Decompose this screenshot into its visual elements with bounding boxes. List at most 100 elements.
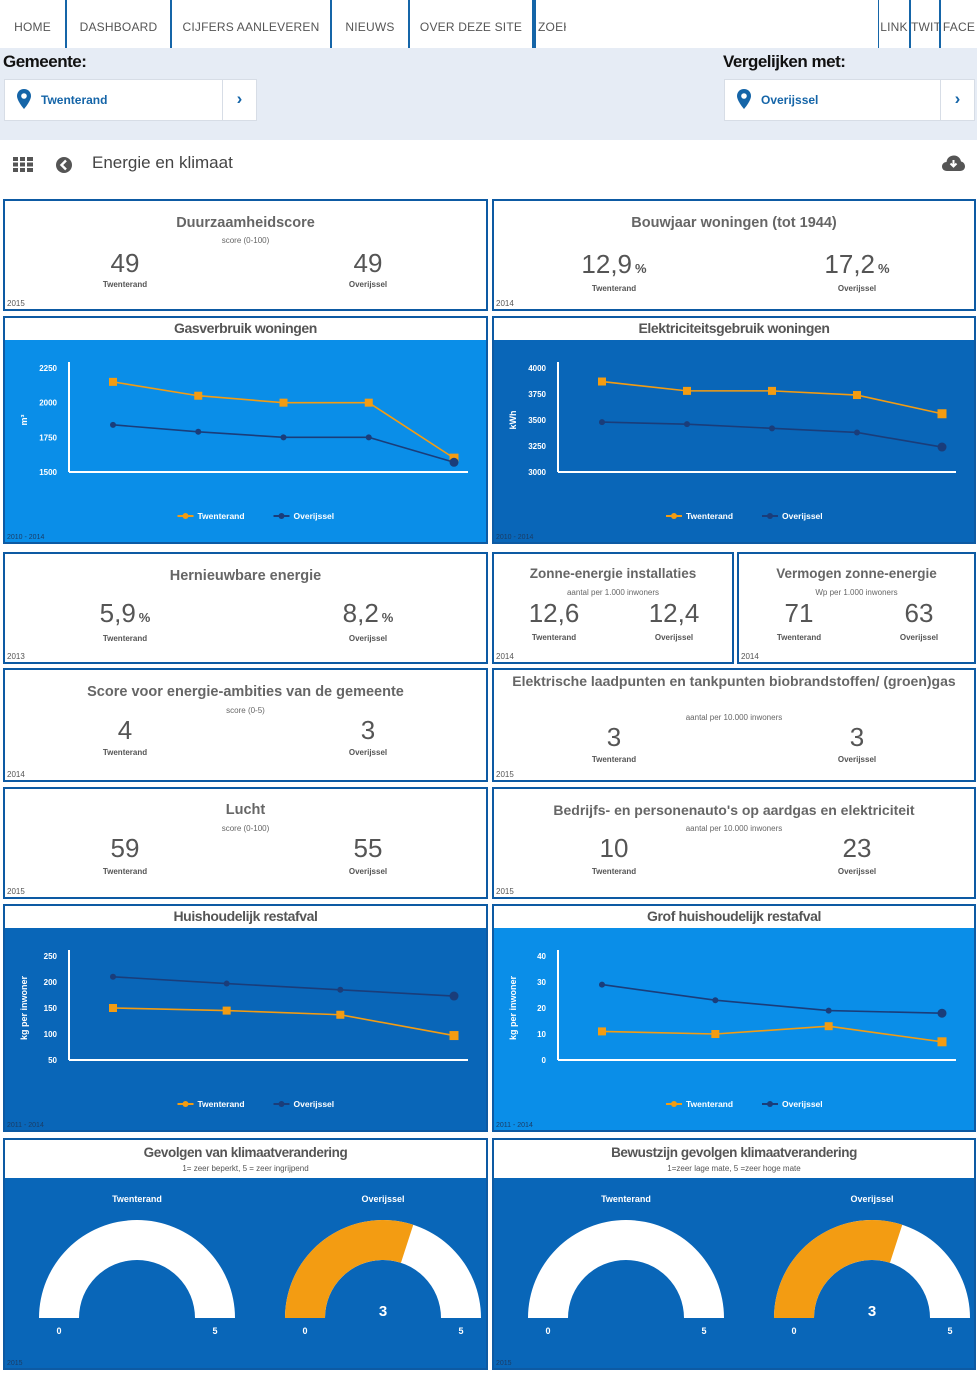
- nav-nieuws[interactable]: NIEUWS: [332, 0, 410, 48]
- legend-label[interactable]: Twenterand: [198, 1099, 245, 1109]
- label-twenterand: Twenterand: [531, 633, 577, 642]
- line-chart-svg: 0 10 20 30 40 kg per inwoner Twenterand Overijs…: [508, 950, 956, 1109]
- data-point[interactable]: [711, 1030, 720, 1038]
- data-point[interactable]: [712, 997, 719, 1004]
- data-point[interactable]: [109, 377, 117, 386]
- top-nav: HOME DASHBOARD CIJFERS AANLEVEREN NIEUWS…: [0, 0, 977, 48]
- card-title: Score voor energie-ambities van de gemee…: [87, 684, 404, 700]
- card-year: 2014: [496, 299, 514, 308]
- nav-over-deze-site[interactable]: OVER DEZE SITE: [410, 0, 534, 48]
- label-twenterand: Twenterand: [102, 867, 148, 876]
- value-twenterand: 71: [784, 598, 814, 628]
- gauge-name: Overijssel: [850, 1194, 893, 1204]
- data-point[interactable]: [449, 457, 459, 467]
- chart-title: Elektriciteitsgebruik woningen: [638, 320, 830, 336]
- back-icon[interactable]: [55, 156, 73, 174]
- nav-twitter[interactable]: TWIT: [910, 0, 940, 48]
- legend-label[interactable]: Overijssel: [782, 1099, 823, 1109]
- chart-title: Gevolgen van klimaatverandering: [143, 1145, 348, 1160]
- y-axis-label: m³: [19, 414, 29, 425]
- chart-subtitle: 1= zeer beperkt, 5 = zeer ingrijpend: [182, 1164, 309, 1173]
- y-tick-label: 10: [537, 1030, 546, 1039]
- chart-years: 2010 - 2014: [496, 534, 534, 541]
- data-point[interactable]: [684, 421, 690, 428]
- chart-elektriciteit: Elektriciteitsgebruik woningen 3000 3250 3…: [492, 316, 976, 544]
- legend-marker: [278, 1101, 285, 1107]
- y-tick-label: 1500: [39, 468, 57, 477]
- legend-label[interactable]: Twenterand: [686, 511, 733, 521]
- chart-title: Gasverbruik woningen: [174, 320, 317, 336]
- label-twenterand: Twenterand: [591, 284, 637, 293]
- line-chart-svg: 3000 3250 3500 3750 4000 kWh Twenterand Overijs…: [508, 362, 956, 521]
- y-tick-label: 100: [44, 1030, 58, 1039]
- label-overijssel: Overijssel: [837, 867, 877, 876]
- gemeente-label: Gemeente:: [3, 52, 87, 71]
- value-twenterand: 3: [606, 722, 622, 752]
- gemeente-select[interactable]: Twenterand ›: [4, 79, 257, 121]
- chevron-right-icon[interactable]: ›: [940, 80, 974, 120]
- data-point[interactable]: [449, 1031, 459, 1041]
- y-axis-label: kg per inwoner: [19, 975, 29, 1040]
- legend-label[interactable]: Twenterand: [686, 1099, 733, 1109]
- nav-cijfers-aanleveren[interactable]: CIJFERS AANLEVEREN: [172, 0, 332, 48]
- data-point[interactable]: [599, 981, 605, 988]
- nav-zoek[interactable]: ZOEK: [534, 0, 566, 48]
- data-point[interactable]: [769, 425, 775, 432]
- cloud-download-icon[interactable]: [942, 155, 965, 172]
- data-point[interactable]: [825, 1007, 832, 1014]
- y-tick-label: 250: [44, 952, 58, 961]
- grid-icon[interactable]: [13, 157, 33, 172]
- data-point[interactable]: [824, 1022, 833, 1031]
- data-point[interactable]: [768, 386, 776, 395]
- data-point[interactable]: [937, 409, 947, 419]
- data-point[interactable]: [937, 1008, 947, 1018]
- gauge-bewustzijn-klimaat: Bewustzijn gevolgen klimaatverandering 1…: [492, 1138, 976, 1370]
- value-twenterand: 10: [599, 833, 629, 863]
- data-point[interactable]: [109, 1004, 117, 1012]
- data-point[interactable]: [683, 386, 691, 395]
- legend-label[interactable]: Overijssel: [294, 511, 335, 521]
- vergelijken-select[interactable]: Overijssel ›: [724, 79, 975, 121]
- data-point[interactable]: [337, 986, 344, 993]
- legend-label[interactable]: Overijssel: [782, 511, 823, 521]
- data-point[interactable]: [110, 421, 116, 428]
- label-overijssel: Overijssel: [899, 633, 939, 642]
- chart-huishoudelijk-restafval: Huishoudelijk restafval 50 100 150 200 250 kg…: [3, 904, 488, 1132]
- data-point[interactable]: [223, 980, 230, 987]
- data-point[interactable]: [110, 973, 116, 980]
- nav-link[interactable]: LINK: [878, 0, 910, 48]
- value-overijssel: 3: [360, 715, 376, 745]
- data-point[interactable]: [195, 428, 202, 435]
- data-point[interactable]: [280, 434, 287, 441]
- nav-facebook[interactable]: FACE: [940, 0, 977, 48]
- value-overijssel: 23: [842, 833, 872, 863]
- data-point[interactable]: [222, 1006, 231, 1015]
- legend-label[interactable]: Overijssel: [294, 1099, 335, 1109]
- data-point[interactable]: [279, 398, 288, 407]
- chart-title: Bewustzijn gevolgen klimaatverandering: [611, 1145, 857, 1160]
- data-point[interactable]: [599, 419, 605, 426]
- data-point[interactable]: [194, 391, 203, 400]
- nav-dashboard[interactable]: DASHBOARD: [67, 0, 172, 48]
- legend-label[interactable]: Twenterand: [198, 511, 245, 521]
- data-point[interactable]: [937, 1037, 947, 1047]
- data-point[interactable]: [598, 377, 606, 386]
- data-point[interactable]: [854, 429, 860, 436]
- data-point[interactable]: [598, 1027, 606, 1036]
- data-point[interactable]: [365, 434, 372, 441]
- value-twenterand: 5,9%: [99, 598, 151, 628]
- chevron-right-icon[interactable]: ›: [222, 80, 256, 120]
- y-axis-label: kg per inwoner: [508, 975, 518, 1040]
- chart-body: Twenterand 0 5 Overijssel 3 0 5: [494, 1178, 974, 1368]
- data-point[interactable]: [853, 391, 861, 400]
- data-point[interactable]: [364, 398, 373, 407]
- data-point[interactable]: [336, 1010, 345, 1019]
- label-twenterand: Twenterand: [102, 634, 148, 643]
- nav-home[interactable]: HOME: [0, 0, 67, 48]
- label-overijssel: Overijssel: [837, 284, 877, 293]
- card-year: 2014: [741, 652, 759, 661]
- data-point[interactable]: [937, 442, 947, 452]
- chart-years: 2015: [7, 1360, 23, 1367]
- data-point[interactable]: [449, 991, 459, 1001]
